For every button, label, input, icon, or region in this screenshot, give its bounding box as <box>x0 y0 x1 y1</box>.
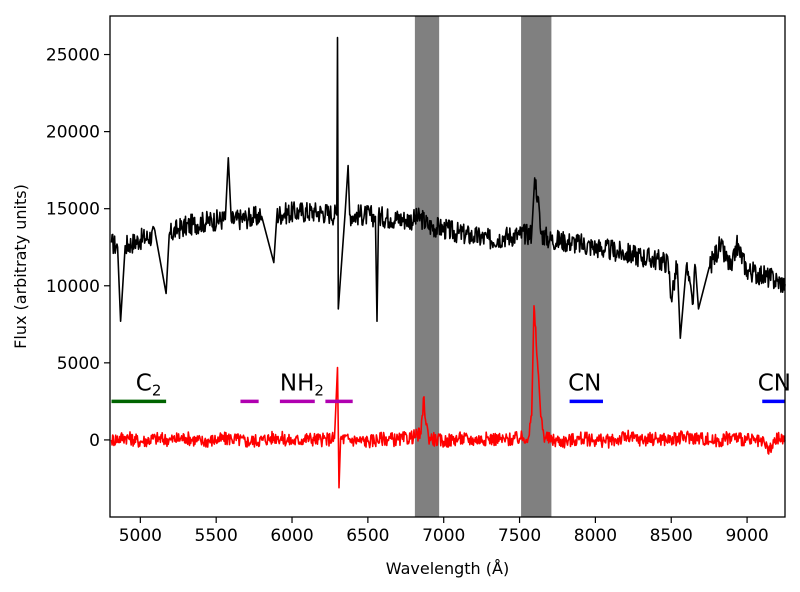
y-axis-ticks: 0 5000 10000 15000 20000 25000 <box>46 46 110 451</box>
y-tick-label: 15000 <box>46 200 100 220</box>
x-axis-label: Wavelength (Å) <box>386 559 509 578</box>
x-tick-label: 8000 <box>574 526 617 546</box>
molecule-label: NH2 <box>280 371 324 400</box>
x-tick-label: 7000 <box>422 526 465 546</box>
spectrum-line <box>110 36 786 339</box>
plot-frame <box>109 15 786 518</box>
x-axis-ticks: 5000 5500 6000 6500 7000 7500 8000 8500 9000 <box>119 517 769 546</box>
molecule-label: CN <box>568 371 601 397</box>
y-tick-label: 5000 <box>57 354 100 374</box>
y-tick-label: 20000 <box>46 123 100 143</box>
x-tick-label: 8500 <box>650 526 693 546</box>
molecule-label: C2 <box>136 371 162 400</box>
spectrum-line <box>110 305 786 489</box>
molecule-label: CN <box>758 371 791 397</box>
y-tick-label: 0 <box>89 431 100 451</box>
x-tick-label: 6500 <box>346 526 389 546</box>
x-tick-label: 5000 <box>119 526 162 546</box>
x-tick-label: 7500 <box>498 526 541 546</box>
x-tick-label: 5500 <box>195 526 238 546</box>
x-tick-label: 6000 <box>270 526 313 546</box>
x-tick-label: 9000 <box>725 526 768 546</box>
molecule-annotations: C2 NH2 CN CN <box>136 371 791 400</box>
y-axis-label: Flux (arbitraty units) <box>11 184 30 349</box>
spectrum-series <box>110 36 786 489</box>
y-tick-label: 10000 <box>46 277 100 297</box>
y-tick-label: 25000 <box>46 46 100 66</box>
